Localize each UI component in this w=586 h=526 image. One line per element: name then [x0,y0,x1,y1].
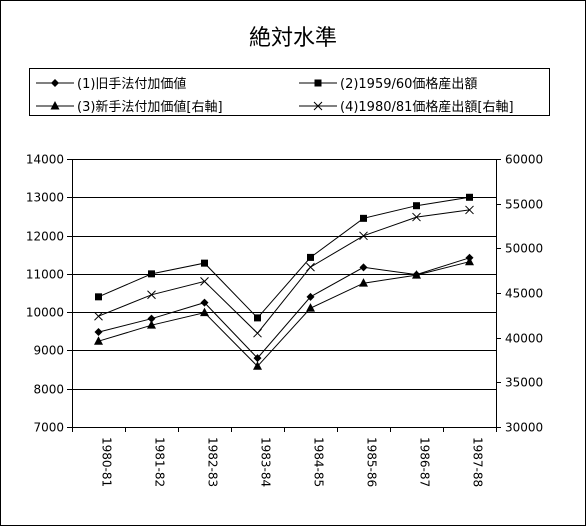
series-1 [94,253,474,363]
x-tick-label-4: 1984-85 [312,437,326,487]
series-2-point-4 [307,253,314,261]
x-tick-label-3: 1983-84 [259,437,273,487]
left-tick-label-6: 13000 [26,191,64,205]
series-1-point-3 [253,354,262,363]
legend-marker-3 [50,101,60,110]
right-axis: 30000 35000 40000 45000 50000 55000 60000 [496,153,543,435]
series-1-point-0 [94,328,103,337]
series-4-point-6 [412,212,421,222]
right-tick-label-0: 30000 [505,421,543,435]
series-4-point-3 [253,328,262,338]
legend-marker-2 [314,79,322,87]
left-tick-label-4: 11000 [26,268,64,282]
series-2-point-6 [413,202,420,210]
series-3 [94,256,474,370]
series-4-point-7 [465,205,474,215]
series-2-point-3 [254,314,261,322]
legend-marker-4 [313,101,323,111]
legend-label-2: (2)1959/60価格産出額 [340,76,477,92]
series-4-point-5 [359,231,368,241]
x-tick-label-0: 1980-81 [100,437,114,487]
series-2-point-2 [201,259,208,267]
series-3-point-1 [147,320,156,329]
right-tick-label-4: 50000 [505,242,543,256]
x-tick-label-1: 1981-82 [153,437,167,487]
series-4-point-1 [147,290,156,300]
series-1-point-2 [200,298,209,307]
series-2 [95,193,473,322]
series-2-point-1 [148,270,155,278]
left-tick-label-0: 7000 [33,421,64,435]
series-3-point-2 [200,307,209,317]
left-tick-label-1: 8000 [33,383,64,397]
series-4-line [98,209,470,334]
legend-label-1: (1)旧手法付加価値 [77,76,186,92]
left-axis: 7000 8000 9000 10000 11000 12000 13000 14000 [26,153,72,435]
left-tick-label-2: 9000 [33,344,64,358]
series-4-point-0 [94,311,103,321]
series-2-point-5 [360,214,367,222]
series-group [94,193,474,370]
left-tick-label-3: 10000 [26,306,64,320]
x-axis: 1980-81 1981-82 1982-83 1983-84 1984-85 1985-… [72,427,497,487]
series-3-point-4 [306,303,315,312]
legend-marker-1 [51,79,59,87]
x-tick-label-7: 1987-88 [471,437,485,487]
series-4-point-4 [306,262,315,272]
series-1-point-1 [147,314,156,323]
legend-label-4: (4)1980/81価格産出額[右軸] [340,99,514,115]
series-1-line [98,257,470,359]
series-2-point-0 [95,293,102,301]
x-tick-label-6: 1986-87 [418,437,432,487]
x-tick-label-2: 1982-83 [206,437,220,487]
legend-label-3: (3)新手法付加価値[右軸] [77,99,223,115]
series-1-point-5 [359,263,368,272]
chart-title: 絶対水準 [249,26,337,51]
right-tick-label-1: 35000 [505,376,543,390]
series-2-point-7 [466,193,473,201]
left-tick-label-5: 12000 [26,230,64,244]
series-3-line [98,261,470,368]
left-tick-label-7: 14000 [26,153,64,167]
right-tick-label-2: 40000 [505,332,543,346]
right-tick-label-5: 55000 [505,198,543,212]
series-4-point-2 [200,277,209,286]
x-tick-label-5: 1985-86 [365,437,379,487]
series-4 [94,205,474,338]
legend-box [29,68,550,116]
series-3-point-6 [412,270,421,279]
series-2-line [98,196,470,319]
grid [72,197,496,390]
series-3-point-5 [359,278,368,287]
series-3-point-0 [94,336,103,345]
right-tick-label-3: 45000 [505,287,543,301]
legend: (1)旧手法付加価値 (2)1959/60価格産出額 (3)新手法付加価値[右軸] (… [36,76,514,115]
series-3-point-3 [253,361,262,370]
series-1-point-4 [306,292,315,301]
series-3-point-7 [465,256,474,266]
right-tick-label-6: 60000 [505,153,543,167]
